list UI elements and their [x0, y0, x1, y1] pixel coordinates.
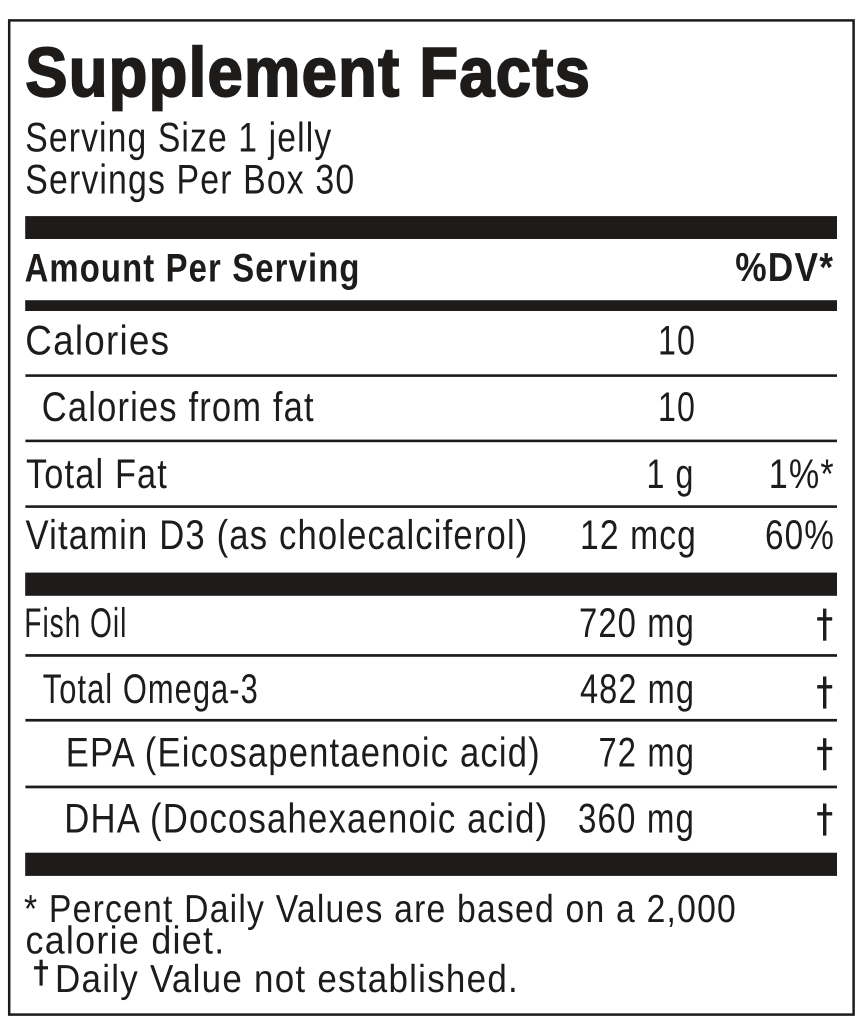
svg-text:Fish Oil: Fish Oil — [24, 599, 127, 646]
svg-text:%DV*: %DV* — [735, 244, 834, 290]
svg-text:Daily Value not established.: Daily Value not established. — [55, 958, 519, 1001]
svg-text:Serving Size 1 jelly: Serving Size 1 jelly — [25, 113, 332, 160]
svg-text:Servings Per Box 30: Servings Per Box 30 — [25, 156, 355, 203]
svg-text:10: 10 — [658, 317, 696, 364]
svg-text:Calories from fat: Calories from fat — [42, 383, 315, 430]
svg-text:Vitamin D3 (as cholecalciferol: Vitamin D3 (as cholecalciferol) — [26, 511, 529, 558]
svg-text:Total Fat: Total Fat — [26, 450, 168, 497]
svg-text:1 g: 1 g — [647, 450, 695, 497]
svg-text:EPA (Eicosapentaenoic acid): EPA (Eicosapentaenoic acid) — [66, 729, 541, 776]
svg-text:DHA (Docosahexaenoic acid): DHA (Docosahexaenoic acid) — [64, 795, 548, 842]
svg-text:calorie diet.: calorie diet. — [26, 920, 226, 963]
svg-text:482 mg: 482 mg — [580, 665, 695, 712]
svg-text:360 mg: 360 mg — [578, 795, 695, 842]
svg-text:* Percent Daily Values are bas: * Percent Daily Values are based on a 2,… — [24, 888, 737, 931]
svg-text:12 mcg: 12 mcg — [580, 511, 697, 558]
svg-text:10: 10 — [658, 383, 696, 430]
svg-text:Calories: Calories — [25, 317, 170, 364]
svg-text:60%: 60% — [765, 511, 835, 558]
svg-text:720 mg: 720 mg — [579, 599, 695, 646]
svg-text:1%*: 1%* — [769, 450, 835, 497]
svg-text:72 mg: 72 mg — [599, 729, 696, 776]
svg-text:Amount Per Serving: Amount Per Serving — [25, 247, 361, 291]
svg-text:Supplement Facts: Supplement Facts — [25, 33, 591, 111]
svg-text:Total Omega-3: Total Omega-3 — [43, 665, 259, 712]
